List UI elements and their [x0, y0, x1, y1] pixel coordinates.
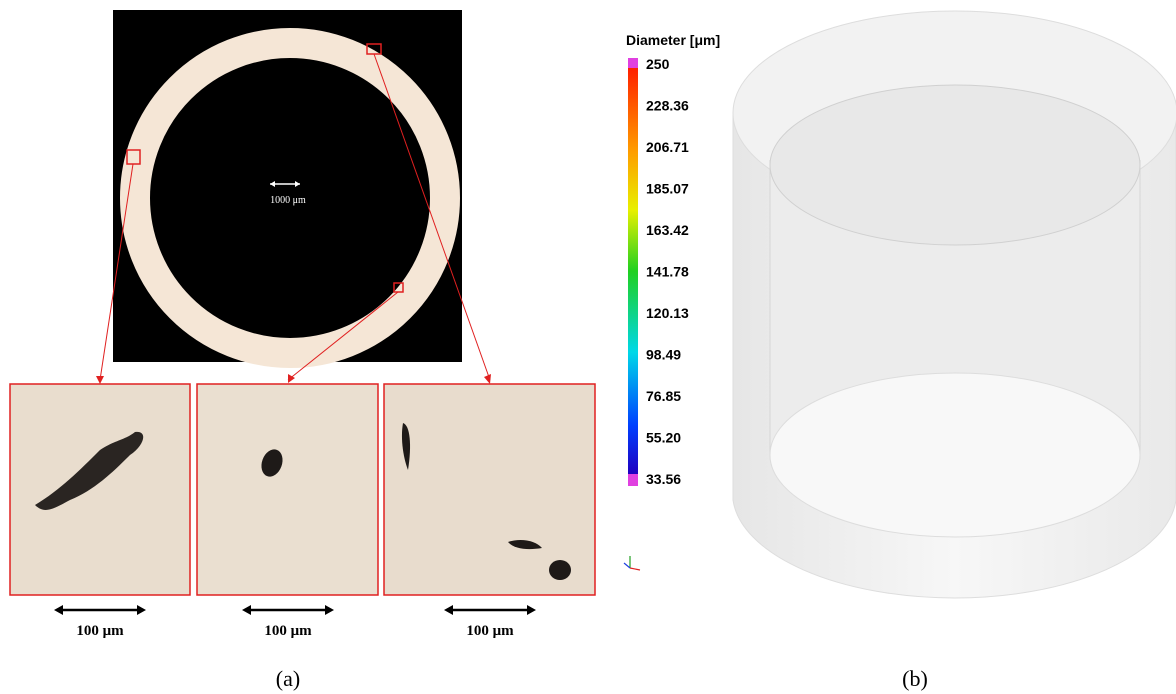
scale-bar-label: 100 μm: [76, 623, 124, 639]
scale-bar-label: 100 μm: [264, 623, 312, 639]
inset-scale-bars: 100 μm 100 μm 100 μm: [54, 605, 536, 639]
colorbar-tick-label: 163.42: [646, 222, 689, 238]
colorbar-tick-label: 141.78: [646, 264, 689, 280]
scale-bar-label: 100 μm: [466, 623, 514, 639]
colorbar-tick-label: 185.07: [646, 181, 689, 197]
colorbar-tick-label: 33.56: [646, 471, 681, 487]
panel-label: (b): [902, 666, 928, 691]
scale-bar-label: 1000 μm: [270, 195, 306, 206]
colorbar: [628, 68, 638, 474]
colorbar-ticks: 250 228.36 206.71 185.07 163.42 141.78 120.13 9…: [646, 56, 689, 487]
axis-triad: [624, 556, 640, 570]
colorbar-tick-label: 98.49: [646, 347, 681, 363]
colorbar-cap: [628, 58, 638, 68]
colorbar-tick-label: 228.36: [646, 98, 689, 114]
ct-cylinder: [733, 11, 1176, 598]
figure: 1000 μm 100 μm 100 μm 100 μm (a) Diameter …: [0, 0, 1176, 694]
colorbar-tick-label: 120.13: [646, 305, 689, 321]
colorbar-tick-label: 76.85: [646, 388, 681, 404]
colorbar-tick-label: 250: [646, 56, 670, 72]
insets: [10, 384, 595, 595]
colorbar-tick-label: 206.71: [646, 139, 689, 155]
optical-micrograph: 1000 μm: [113, 10, 462, 362]
colorbar-title: Diameter [μm]: [626, 32, 720, 48]
panel-label: (a): [276, 666, 300, 691]
colorbar-tick-label: 55.20: [646, 430, 681, 446]
colorbar-cap: [628, 474, 638, 486]
